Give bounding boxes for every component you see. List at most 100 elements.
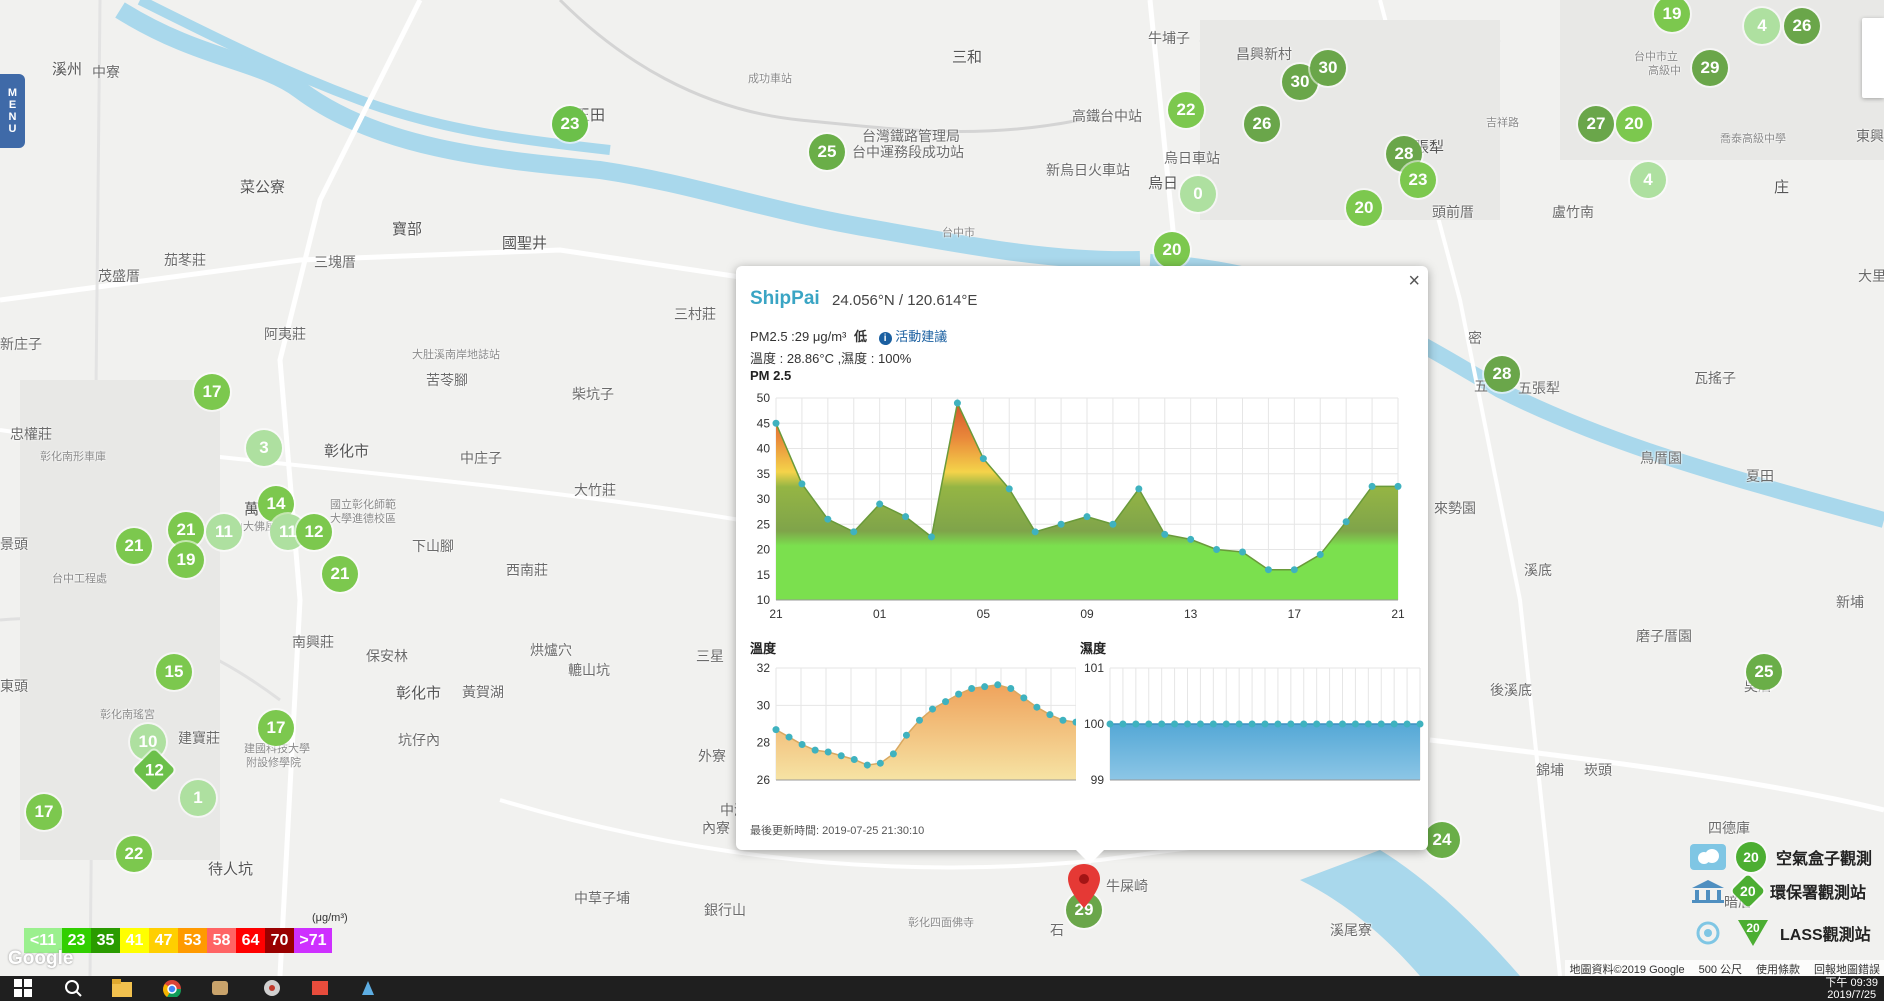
data-point — [979, 455, 987, 463]
place-label: 忠權莊 — [10, 426, 52, 442]
place-label: 吉祥路 — [1486, 117, 1519, 129]
zoom-controls[interactable] — [1862, 18, 1884, 98]
y-tick-label: 35 — [757, 467, 771, 481]
station-marker[interactable]: 25 — [809, 134, 845, 170]
station-marker[interactable]: 30 — [1282, 64, 1318, 100]
station-marker[interactable]: 17 — [258, 710, 294, 746]
x-tick-label: 21 — [1391, 607, 1405, 621]
place-label: 建國科技大學 — [244, 743, 310, 755]
station-marker[interactable]: 22 — [1168, 92, 1204, 128]
data-point — [1222, 720, 1230, 728]
station-marker[interactable]: 23 — [1400, 162, 1436, 198]
station-marker[interactable]: 30 — [1310, 50, 1346, 86]
activity-advice-link[interactable]: i 活動建議 — [878, 329, 947, 345]
station-marker[interactable]: 17 — [194, 374, 230, 410]
lass-marker-sample: 20 — [1738, 920, 1768, 946]
place-label: 烘爐穴 — [530, 642, 572, 658]
place-label: 大學進德校區 — [330, 513, 396, 525]
place-label: 崁頭 — [1584, 762, 1612, 778]
station-marker[interactable]: 4 — [1744, 8, 1780, 44]
google-logo: Google — [8, 948, 74, 969]
place-label: 高級中 — [1648, 65, 1681, 77]
station-marker[interactable]: 11 — [206, 514, 242, 550]
place-label: 後溪底 — [1490, 682, 1532, 698]
app-icon[interactable] — [210, 979, 230, 997]
temp-humidity-summary: 溫度 : 28.86°C ,濕度 : 100% — [750, 351, 912, 366]
chrome-icon[interactable] — [162, 979, 182, 997]
file-explorer-icon[interactable] — [112, 979, 132, 997]
close-icon[interactable]: × — [1408, 270, 1420, 292]
station-marker[interactable]: 20 — [1154, 232, 1190, 268]
data-point — [1364, 720, 1372, 728]
last-updated: 最後更新時間: 2019-07-25 21:30:10 — [750, 825, 925, 837]
menu-letter: U — [8, 123, 17, 135]
app-icon[interactable] — [358, 979, 378, 997]
place-label: 高鐵台中站 — [1072, 108, 1142, 124]
y-tick-label: 15 — [757, 568, 771, 582]
station-marker[interactable]: 28 — [1484, 356, 1520, 392]
data-point — [798, 741, 806, 749]
legend-swatch: 53 — [178, 928, 207, 953]
place-label: 內寮 — [702, 820, 730, 836]
place-label: 柴坑子 — [572, 386, 614, 402]
app-icon[interactable] — [262, 979, 282, 997]
data-point — [1313, 720, 1321, 728]
search-icon[interactable] — [64, 979, 84, 997]
station-marker[interactable]: 19 — [168, 542, 204, 578]
station-marker[interactable]: 21 — [116, 528, 152, 564]
station-marker[interactable]: 29 — [1692, 50, 1728, 86]
terms-link[interactable]: 使用條款 — [1756, 964, 1800, 976]
station-marker[interactable]: 20 — [1346, 190, 1382, 226]
windows-start-icon[interactable] — [14, 979, 34, 997]
menu-button[interactable]: M E N U — [0, 74, 25, 148]
menu-letter: M — [7, 87, 18, 99]
data-point — [811, 746, 819, 754]
station-marker[interactable]: 26 — [1784, 8, 1820, 44]
clock[interactable]: 下午 09:39 2019/7/25 — [1825, 977, 1878, 1001]
station-marker[interactable]: 23 — [552, 106, 588, 142]
humidity-chart: 101 100 99 — [1084, 661, 1424, 787]
data-point — [824, 515, 832, 523]
station-marker[interactable]: 26 — [1244, 106, 1280, 142]
station-marker[interactable]: 17 — [26, 794, 62, 830]
station-marker[interactable]: 27 — [1578, 106, 1614, 142]
station-marker[interactable]: 25 — [1746, 654, 1782, 690]
data-point — [1046, 711, 1054, 719]
place-label: 大里 — [1858, 268, 1884, 284]
data-point — [1342, 518, 1350, 526]
station-marker[interactable]: 12 — [296, 514, 332, 550]
data-point — [772, 419, 780, 427]
station-marker[interactable]: 21 — [322, 556, 358, 592]
data-point — [1171, 720, 1179, 728]
data-point — [928, 533, 935, 541]
report-error-link[interactable]: 回報地圖錯誤 — [1814, 964, 1880, 976]
pm-chart-title: PM 2.5 — [750, 368, 792, 383]
data-point — [953, 399, 961, 407]
station-marker[interactable]: 0 — [1180, 176, 1216, 212]
place-label: 黃賀湖 — [462, 684, 504, 700]
data-point — [1132, 720, 1140, 728]
station-marker[interactable]: 1 — [180, 780, 216, 816]
place-label: 台灣鐵路管理局 — [862, 128, 960, 144]
data-point — [1377, 720, 1385, 728]
place-label: 苦苓腳 — [426, 372, 468, 388]
place-label: 三村莊 — [674, 306, 716, 322]
station-marker[interactable]: 29 — [1066, 892, 1102, 928]
y-tick-label: 99 — [1091, 773, 1105, 787]
station-name: ShipPai — [750, 288, 820, 309]
place-label: 來勢園 — [1434, 500, 1476, 516]
data-point — [850, 755, 858, 763]
station-marker[interactable]: 24 — [1424, 822, 1460, 858]
data-point — [1106, 720, 1114, 728]
legend-airbox-label: 空氣盒子觀測 — [1776, 851, 1873, 868]
station-marker[interactable]: 4 — [1630, 162, 1666, 198]
data-point — [850, 528, 858, 536]
station-marker[interactable]: 20 — [1616, 106, 1652, 142]
station-marker[interactable]: 22 — [116, 836, 152, 872]
station-marker[interactable]: 3 — [246, 430, 282, 466]
station-marker[interactable]: 19 — [1654, 0, 1690, 32]
map-canvas[interactable]: 溪州中寮新王田成功車站三和牛埔子昌興新村台灣鐵路管理局台中運務段成功站高鐵台中站… — [0, 0, 1884, 976]
station-marker[interactable]: 15 — [156, 654, 192, 690]
app-icon[interactable] — [310, 979, 330, 997]
